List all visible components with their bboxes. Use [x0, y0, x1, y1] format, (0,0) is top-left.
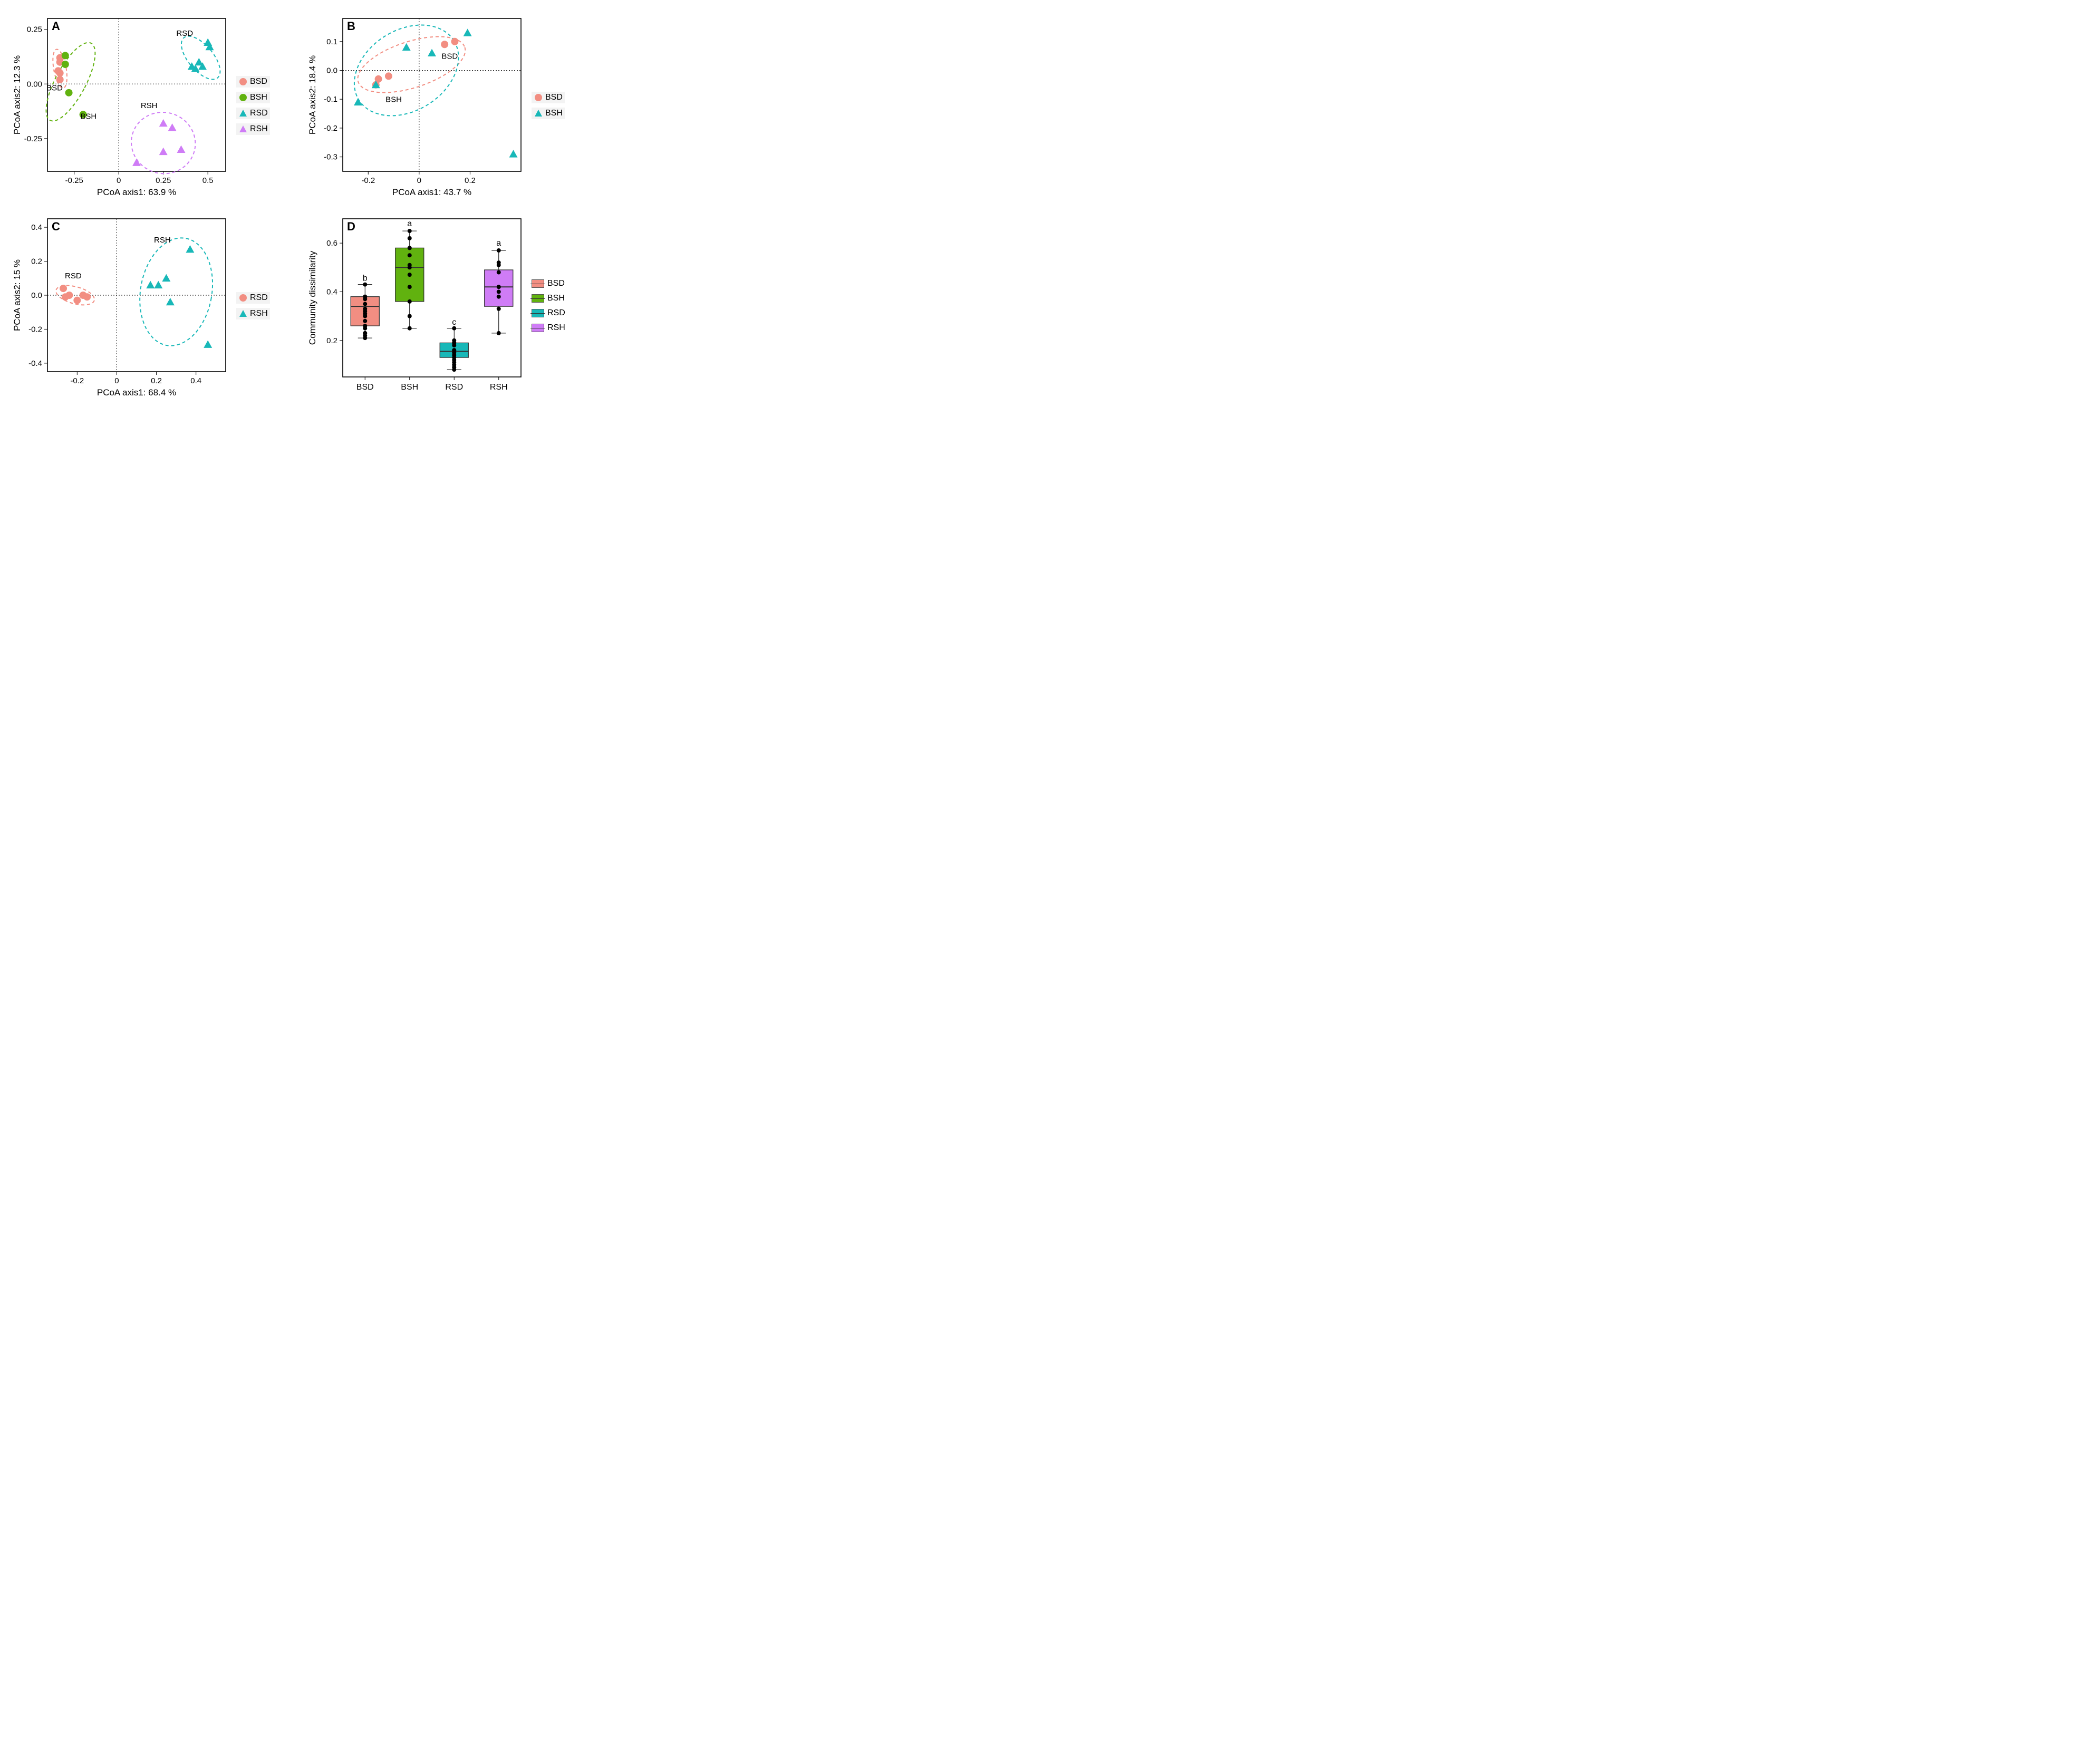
legend-label: RSH	[250, 309, 268, 318]
svg-text:RSH: RSH	[154, 236, 171, 245]
legend-label: RSH	[250, 124, 268, 134]
legend-label: RSD	[250, 109, 268, 118]
legend-item-RSH: RSH	[236, 308, 270, 319]
legend-item-RSD: RSD	[532, 308, 565, 318]
panel-c-legend: RSD RSH	[236, 292, 270, 319]
figure-grid: -0.2500.250.5-0.250.000.25BSDBSHRSDRSHPC…	[11, 11, 591, 401]
svg-text:c: c	[452, 318, 456, 327]
svg-text:-0.25: -0.25	[24, 134, 42, 143]
svg-text:b: b	[363, 274, 368, 283]
legend-item-BSD: BSD	[532, 92, 565, 103]
panel-a-chart: -0.25 0 0.25 0.5 -0.25 0.00 0.25 BSD BSH RSD RSH PC…	[11, 11, 232, 200]
legend-label: BSD	[250, 77, 267, 86]
panel-c-chart: -0.2 0 0.2 0.4 -0.4 -0.2 0.0 0.2 0.4 RSD RSH PCoA a…	[11, 211, 232, 401]
panel-b-chart: -0.2 0 0.2 -0.3 -0.2 -0.1 0.0 0.1 BSH BSD PCoA axi…	[306, 11, 527, 200]
svg-text:PCoA axis1: 68.4 %: PCoA axis1: 68.4 %	[97, 387, 176, 398]
svg-text:a: a	[496, 239, 501, 248]
svg-text:0.6: 0.6	[326, 239, 337, 248]
svg-text:0.0: 0.0	[326, 66, 337, 75]
svg-text:0: 0	[417, 176, 421, 185]
svg-text:0.4: 0.4	[190, 376, 201, 385]
svg-text:0.4: 0.4	[326, 287, 337, 296]
svg-text:0.1: 0.1	[326, 37, 337, 46]
legend-label: RSH	[547, 323, 565, 333]
svg-text:BSD: BSD	[356, 383, 374, 392]
svg-text:BSH: BSH	[80, 112, 97, 121]
svg-text:-0.4: -0.4	[28, 359, 42, 368]
svg-text:RSD: RSD	[176, 29, 193, 38]
legend-label: BSD	[545, 93, 563, 102]
svg-text:0.2: 0.2	[151, 376, 162, 385]
panel-a: -0.25 0 0.25 0.5 -0.25 0.00 0.25 BSD BSH RSD RSH PC…	[11, 11, 295, 200]
svg-text:-0.2: -0.2	[361, 176, 375, 185]
panel-b-legend: BSD BSH	[532, 92, 565, 119]
svg-text:PCoA axis1: 43.7 %: PCoA axis1: 43.7 %	[392, 187, 471, 197]
svg-text:0.2: 0.2	[465, 176, 476, 185]
panel-b: -0.2 0 0.2 -0.3 -0.2 -0.1 0.0 0.1 BSH BSD PCoA axi…	[306, 11, 591, 200]
svg-text:RSH: RSH	[141, 101, 158, 110]
panel-a-legend: BSD BSH RSD RSH	[236, 76, 270, 135]
svg-text:RSH: RSH	[490, 383, 508, 392]
legend-label: BSH	[250, 93, 267, 102]
legend-item-BSD: BSD	[236, 76, 270, 88]
svg-text:C: C	[52, 220, 60, 233]
legend-label: BSH	[545, 109, 563, 118]
svg-text:BSH: BSH	[385, 95, 402, 104]
legend-label: RSD	[547, 308, 565, 318]
svg-text:0.25: 0.25	[27, 25, 42, 34]
svg-text:PCoA axis2: 12.3 %: PCoA axis2: 12.3 %	[12, 55, 22, 134]
svg-text:-0.2: -0.2	[28, 325, 42, 334]
legend-item-RSH: RSH	[532, 323, 565, 333]
svg-text:-0.2: -0.2	[70, 376, 84, 385]
svg-text:A: A	[52, 20, 60, 33]
legend-label: RSD	[250, 293, 268, 303]
legend-label: BSH	[547, 294, 565, 303]
svg-text:RSD: RSD	[445, 383, 463, 392]
svg-text:a: a	[407, 219, 412, 228]
svg-text:0.00: 0.00	[27, 80, 42, 89]
panel-d-legend: BSD BSH RSD RSH	[532, 279, 565, 333]
svg-text:BSH: BSH	[401, 383, 418, 392]
svg-text:-0.2: -0.2	[324, 124, 337, 133]
panel-c: -0.2 0 0.2 0.4 -0.4 -0.2 0.0 0.2 0.4 RSD RSH PCoA a…	[11, 211, 295, 401]
svg-text:0.2: 0.2	[326, 336, 337, 345]
svg-text:-0.1: -0.1	[324, 95, 337, 104]
svg-text:0.4: 0.4	[31, 223, 42, 232]
svg-text:BSD: BSD	[46, 84, 63, 93]
svg-text:0.0: 0.0	[31, 291, 42, 300]
legend-item-BSH: BSH	[532, 294, 565, 303]
svg-text:0.2: 0.2	[31, 257, 42, 266]
legend-item-RSD: RSD	[236, 108, 270, 119]
legend-item-BSH: BSH	[236, 92, 270, 103]
legend-item-RSH: RSH	[236, 123, 270, 135]
svg-text:0: 0	[117, 176, 121, 185]
svg-text:Community dissimilarity: Community dissimilarity	[307, 250, 317, 345]
svg-text:D: D	[347, 220, 355, 233]
svg-text:-0.3: -0.3	[324, 153, 337, 162]
legend-item-RSD: RSD	[236, 292, 270, 304]
svg-text:PCoA axis1: 63.9 %: PCoA axis1: 63.9 %	[97, 187, 176, 197]
svg-text:PCoA axis2: 15 %: PCoA axis2: 15 %	[12, 259, 22, 331]
panel-d-chart: 0.2 0.4 0.6 b BSD a BSH c RSD a RSH Community dissi…	[306, 211, 527, 401]
panel-d: 0.2 0.4 0.6 b BSD a BSH c RSD a RSH Community dissi…	[306, 211, 591, 401]
svg-text:0.25: 0.25	[156, 176, 171, 185]
svg-text:RSD: RSD	[65, 272, 82, 280]
legend-item-BSH: BSH	[532, 108, 565, 119]
legend-label: BSD	[547, 279, 565, 288]
svg-text:PCoA axis2: 18.4 %: PCoA axis2: 18.4 %	[307, 55, 317, 134]
svg-text:B: B	[347, 20, 355, 33]
svg-text:BSD: BSD	[441, 52, 458, 61]
svg-text:0.5: 0.5	[202, 176, 214, 185]
legend-item-BSD: BSD	[532, 279, 565, 288]
svg-text:-0.25: -0.25	[65, 176, 83, 185]
svg-text:0: 0	[114, 376, 119, 385]
